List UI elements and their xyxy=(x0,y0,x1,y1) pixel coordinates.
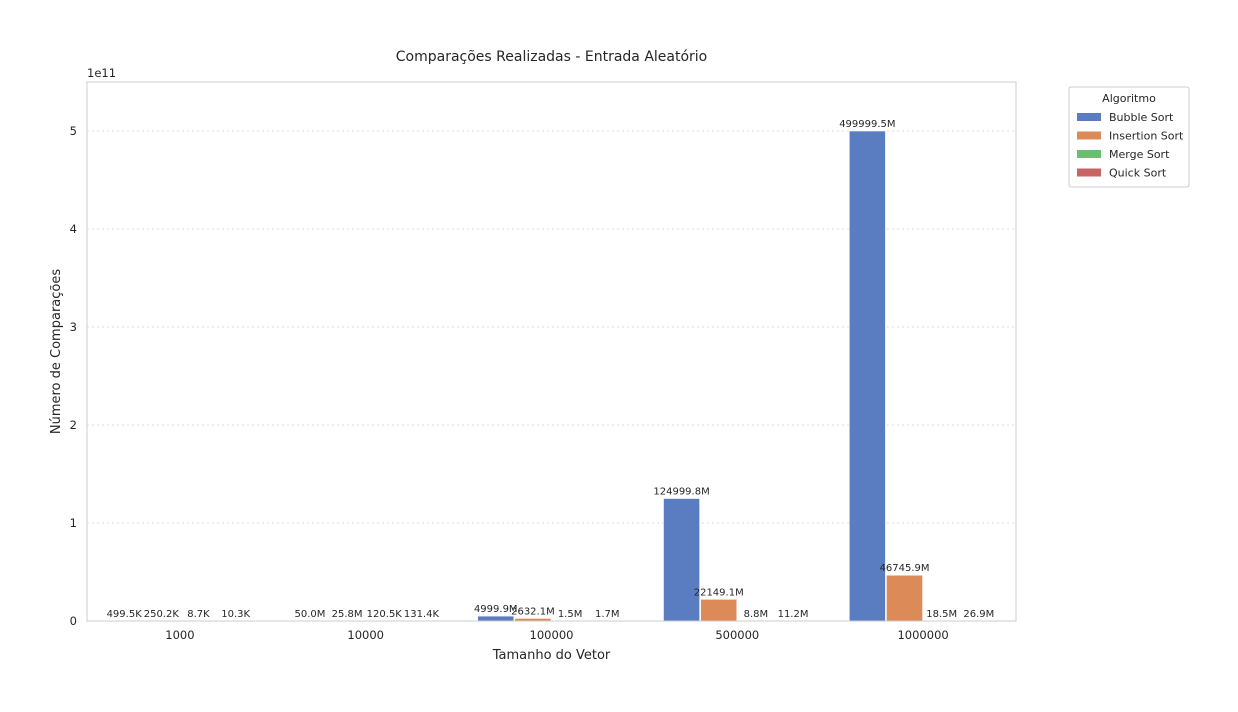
plot-frame xyxy=(86,81,1017,622)
x-axis-label: Tamanho do Vetor xyxy=(492,648,611,663)
bar-label: 250.2K xyxy=(144,609,180,620)
bar-label: 1.7M xyxy=(595,609,620,620)
bar-label: 8.7K xyxy=(187,609,210,620)
y-tick-label: 5 xyxy=(70,124,77,138)
y-tick-label: 2 xyxy=(70,418,77,432)
chart-title: Comparações Realizadas - Entrada Aleatór… xyxy=(396,49,708,65)
legend-label: Quick Sort xyxy=(1109,167,1167,180)
bar xyxy=(663,498,700,622)
legend-swatch xyxy=(1077,168,1101,177)
bar-label: 499.5K xyxy=(107,609,143,620)
y-tick-label: 0 xyxy=(70,614,77,628)
bar-label: 2632.1M xyxy=(511,606,555,617)
x-ticks: 1000 10000 100000 500000 1000000 xyxy=(165,628,948,642)
bar-label: 8.8M xyxy=(744,609,769,620)
bar-label: 1.5M xyxy=(558,609,583,620)
bar-label: 499999.5M xyxy=(839,119,895,130)
y-tick-label: 3 xyxy=(70,320,77,334)
bar-labels: 499.5K 250.2K 8.7K 10.3K 50.0M 25.8M 120.5K 131… xyxy=(107,119,995,620)
y-axis-offset-label: 1e11 xyxy=(87,66,116,80)
legend-swatch xyxy=(1077,131,1101,140)
bar-label: 25.8M xyxy=(332,609,363,620)
y-tick-label: 4 xyxy=(70,222,77,236)
legend: Algoritmo Bubble Sort Insertion Sort Merge… xyxy=(1068,86,1190,188)
x-tick-label: 1000 xyxy=(165,628,194,642)
bar-label: 26.9M xyxy=(963,609,994,620)
legend-box xyxy=(1068,86,1190,188)
bar xyxy=(886,574,923,622)
legend-item: Merge Sort xyxy=(1077,148,1170,161)
bar-label: 46745.9M xyxy=(880,563,930,574)
bar-label: 18.5M xyxy=(926,609,957,620)
legend-label: Bubble Sort xyxy=(1109,111,1174,124)
bar-label: 4999.9M xyxy=(474,604,518,615)
bar xyxy=(848,130,886,622)
y-tick-label: 1 xyxy=(70,516,77,530)
bar-label: 10.3K xyxy=(221,609,250,620)
legend-item: Bubble Sort xyxy=(1077,111,1174,124)
bar-label: 131.4K xyxy=(404,609,440,620)
legend-swatch xyxy=(1077,150,1101,158)
bars xyxy=(105,130,998,622)
x-tick-label: 1000000 xyxy=(897,628,948,642)
x-tick-label: 100000 xyxy=(530,628,574,642)
bar-label: 120.5K xyxy=(367,609,403,620)
bar-label: 22149.1M xyxy=(694,587,744,598)
legend-label: Insertion Sort xyxy=(1109,130,1184,143)
bar xyxy=(700,598,738,622)
x-tick-label: 10000 xyxy=(347,628,384,642)
legend-title: Algoritmo xyxy=(1102,92,1156,105)
legend-item: Insertion Sort xyxy=(1077,130,1184,143)
legend-swatch xyxy=(1077,113,1101,121)
y-ticks: 0 1 2 3 4 5 xyxy=(70,124,77,628)
legend-item: Quick Sort xyxy=(1077,167,1167,180)
bar xyxy=(477,615,515,622)
x-tick-label: 500000 xyxy=(715,628,759,642)
legend-items: Bubble Sort Insertion Sort Merge Sort Quick… xyxy=(1077,111,1184,180)
bar-label: 11.2M xyxy=(778,609,809,620)
y-axis-label: Número de Comparações xyxy=(49,269,64,434)
legend-label: Merge Sort xyxy=(1109,148,1170,161)
bar-label: 124999.8M xyxy=(653,487,709,498)
bar-label: 50.0M xyxy=(295,609,326,620)
